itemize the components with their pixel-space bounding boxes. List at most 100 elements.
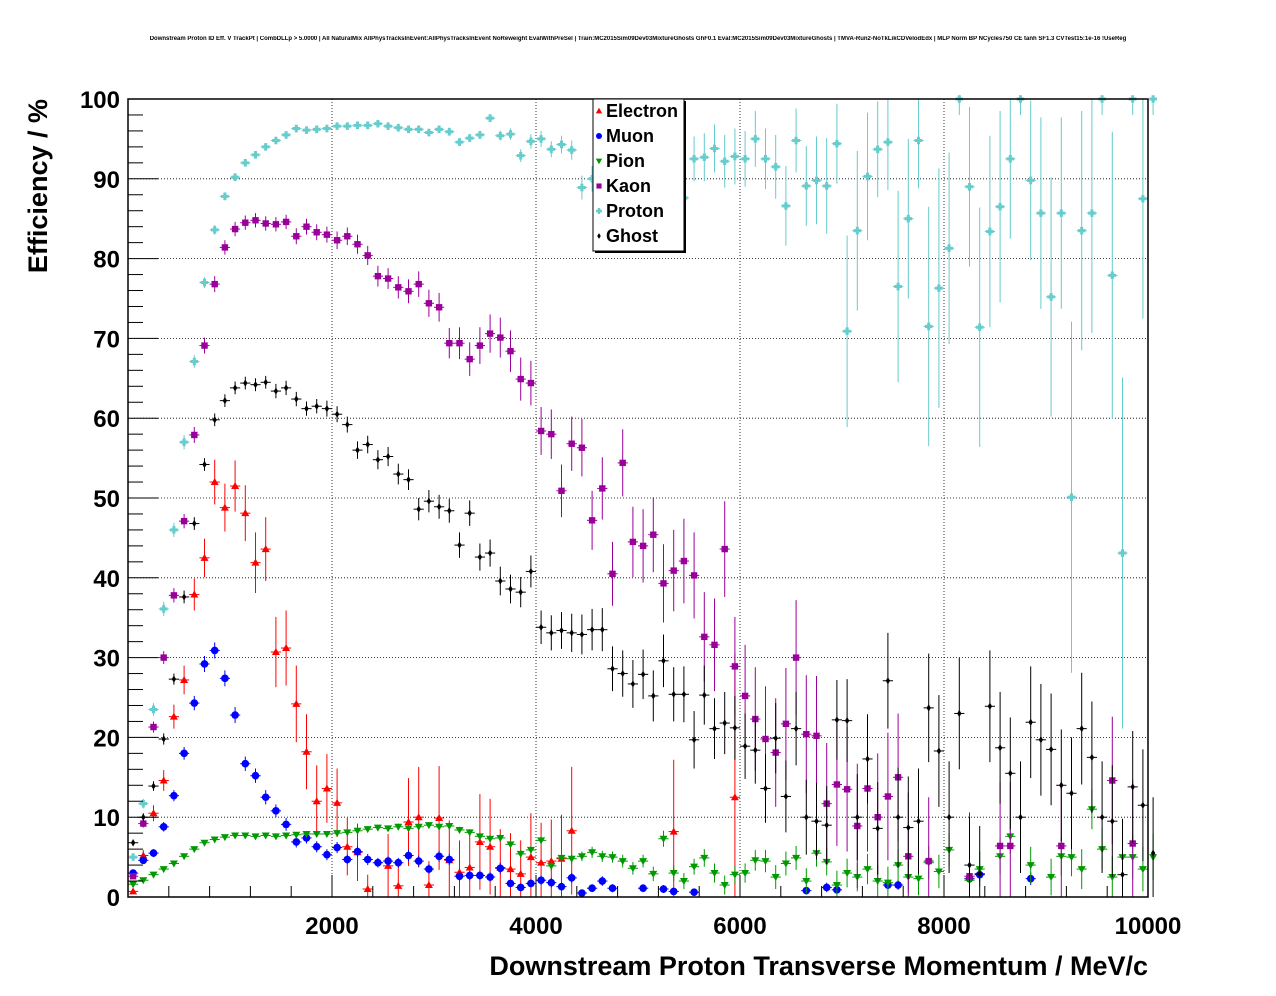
kaon-point [252,217,259,224]
ghost-point [620,669,625,678]
pion-point [312,830,321,838]
proton-point [578,183,586,192]
muon-point [343,855,352,864]
pion-point [537,837,546,845]
muon-point [496,864,505,873]
legend-marker-electron [595,107,603,114]
legend-marker-pion [595,158,603,165]
pion-point [914,875,923,883]
ghost-point [232,384,238,392]
electron-point [302,747,311,755]
muon-point [445,855,454,864]
pion-point [424,822,433,830]
proton-point [210,226,219,234]
ghost-point [273,387,279,395]
muon-point [506,879,515,888]
ghost-point [1120,871,1125,879]
pion-point [1026,862,1035,870]
kaon-point [690,572,698,579]
pion-point [720,882,729,890]
kaon-point [813,732,820,740]
pion-point [577,853,586,861]
muon-point [190,699,199,707]
y-tick-label: 20 [93,725,120,752]
electron-point [139,851,148,859]
ghost-point [151,782,156,790]
muon-point [374,858,382,867]
proton-point [496,131,505,140]
ghost-point [1018,813,1023,821]
pion-point [690,863,699,871]
muon-point [149,849,158,857]
ghost-point [477,553,483,561]
ghost-point [824,821,829,829]
ghost-point [855,813,860,821]
pion-point [200,839,209,847]
muon-point [547,878,556,887]
proton-point [751,135,760,143]
proton-point [853,226,862,235]
proton-point [812,176,821,185]
pion-point [282,832,291,840]
kaon-point [680,557,688,565]
pion-point [496,834,505,842]
proton-point [200,278,209,287]
proton-point [547,145,556,154]
ghost-point [253,381,258,389]
ghost-point [365,440,370,449]
ghost-point [763,784,768,793]
kaon-point [609,570,616,578]
ghost-point [314,402,319,410]
proton-point [1067,493,1076,502]
muon-point [486,873,494,881]
kaon-point [588,517,596,524]
series-kaon [128,213,1138,897]
pion-point [129,881,138,889]
kaon-point [639,542,647,550]
series-muon [128,642,1036,897]
ghost-point [549,629,554,637]
proton-point [1047,293,1055,301]
electron-point [435,813,444,821]
ghost-point [773,734,778,742]
pion-point [231,832,240,840]
pion-point [598,853,607,861]
pion-point [832,882,841,890]
ghost-point [161,735,166,743]
ghost-point [1028,718,1033,726]
kaon-point [272,221,280,228]
pion-point [526,846,535,854]
ghost-point [324,405,330,413]
electron-point [322,784,331,792]
ghost-point [589,626,595,634]
kaon-point [1058,842,1065,850]
proton-point [312,125,321,134]
proton-point [221,192,229,201]
muon-point [455,872,464,881]
electron-point [343,842,352,850]
muon-point [394,858,403,867]
ghost-point [569,629,574,637]
pion-point [220,834,229,842]
kaon-point [323,231,331,238]
pion-point [149,871,158,879]
x-tick-label: 6000 [713,913,766,940]
proton-point [323,124,331,133]
proton-point [588,175,596,183]
x-tick-label: 4000 [509,913,562,940]
proton-point [282,131,290,139]
kaon-point [293,233,300,240]
ghost-point [528,567,534,576]
proton-point [292,124,301,133]
electron-point [475,837,484,845]
kaon-point [415,280,422,288]
proton-point [476,131,484,139]
x-tick-label: 8000 [917,913,970,940]
proton-point [537,135,545,143]
y-tick-label: 30 [93,646,120,673]
ghost-point [202,460,207,469]
muon-point [139,856,148,865]
pion-point [751,857,760,865]
electron-point [159,776,168,784]
